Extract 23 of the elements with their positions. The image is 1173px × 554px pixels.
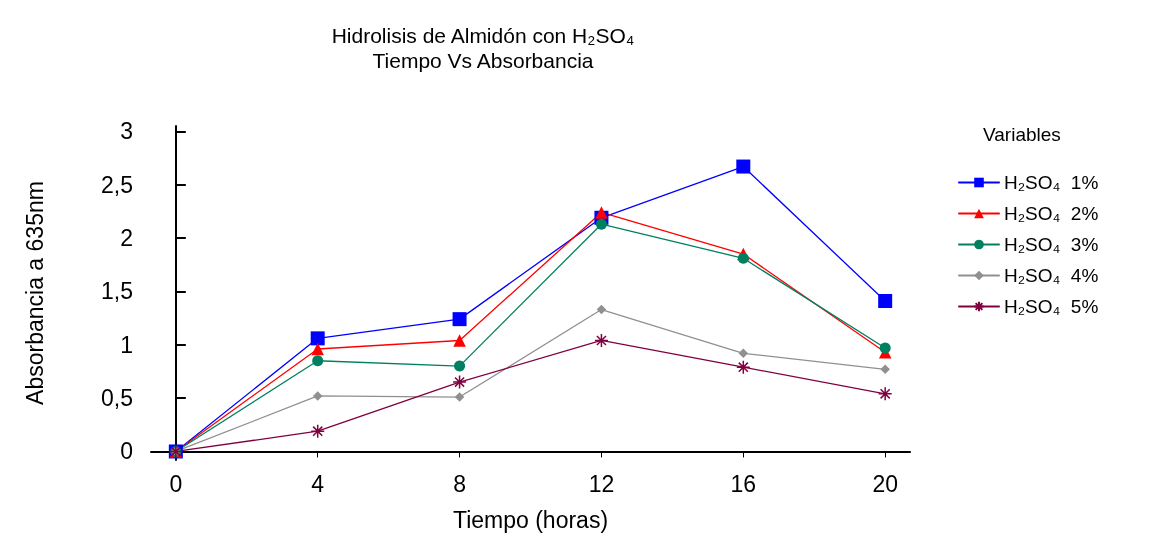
x-tick-label: 20 bbox=[872, 470, 898, 497]
y-tick-label: 2 bbox=[120, 225, 133, 252]
x-axis-title: Tiempo (horas) bbox=[452, 506, 609, 533]
y-tick-label: 1 bbox=[120, 331, 133, 358]
y-tick-label: 0 bbox=[120, 438, 133, 465]
x-tick-label: 12 bbox=[588, 470, 615, 497]
x-tick-label: 0 bbox=[169, 470, 183, 497]
y-tick-label: 0,5 bbox=[101, 385, 133, 412]
chart-subtitle: Tiempo Vs Absorbancia bbox=[372, 49, 594, 72]
legend-label: H₂SO₄ 3% bbox=[1004, 234, 1099, 255]
x-tick-label: 4 bbox=[311, 470, 325, 497]
x-tick-label: 16 bbox=[730, 470, 757, 497]
x-tick-label: 8 bbox=[453, 470, 466, 497]
chart-title: Hidrolisis de Almidón con H₂SO₄ bbox=[331, 24, 635, 47]
y-tick-label: 2,5 bbox=[101, 171, 133, 198]
y-tick-label: 3 bbox=[120, 118, 133, 145]
legend-label: H₂SO₄ 2% bbox=[1004, 203, 1099, 224]
legend-label: H₂SO₄ 5% bbox=[1004, 296, 1099, 317]
y-axis-title: Absorbancia a 635nm bbox=[21, 181, 48, 405]
legend-label: H₂SO₄ 1% bbox=[1004, 172, 1099, 193]
y-tick-label: 1,5 bbox=[101, 278, 133, 305]
legend-title: Variables bbox=[983, 124, 1061, 145]
legend-label: H₂SO₄ 4% bbox=[1004, 265, 1099, 286]
